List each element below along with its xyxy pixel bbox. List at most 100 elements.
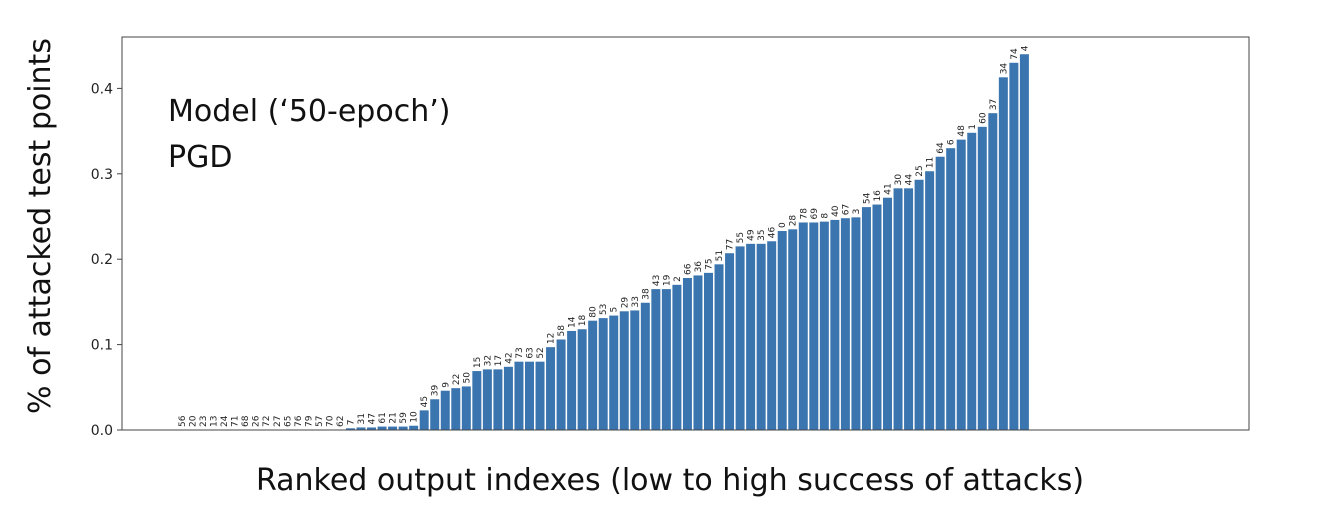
bar-label-49: 49 <box>747 229 757 241</box>
bar-label-52: 52 <box>536 347 546 358</box>
bar-63 <box>524 361 534 430</box>
bar-29 <box>619 311 629 430</box>
bar-30 <box>893 188 903 430</box>
bar-label-36: 36 <box>694 261 704 273</box>
bar-label-25: 25 <box>915 165 925 176</box>
bar-label-39: 39 <box>431 385 441 397</box>
bar-label-77: 77 <box>726 239 736 250</box>
bar-label-37: 37 <box>989 99 999 110</box>
y-axis: 0.0 0.1 0.2 0.3 0.4 <box>91 81 122 439</box>
bar-12 <box>546 347 556 430</box>
bar-34 <box>998 77 1008 431</box>
bar-42 <box>503 366 513 430</box>
bar-label-20: 20 <box>189 415 199 427</box>
bar-22 <box>451 388 461 430</box>
bar-label-5: 5 <box>610 307 620 313</box>
bar-label-38: 38 <box>641 288 651 300</box>
bar-39 <box>430 399 440 430</box>
bar-label-67: 67 <box>841 204 851 215</box>
bar-17 <box>493 369 503 430</box>
bar-label-58: 58 <box>557 325 567 337</box>
bar-label-13: 13 <box>210 416 220 427</box>
bar-label-26: 26 <box>252 415 262 427</box>
bar-50 <box>461 386 471 430</box>
bar-label-7: 7 <box>346 420 356 426</box>
bar-label-34: 34 <box>999 63 1009 75</box>
bar-label-10: 10 <box>410 411 420 423</box>
bar-label-41: 41 <box>884 183 894 194</box>
bar-59 <box>398 426 408 430</box>
bar-28 <box>788 229 798 430</box>
bar-45 <box>419 410 429 430</box>
bar-label-18: 18 <box>578 315 588 327</box>
bar-8 <box>819 221 829 430</box>
bar-69 <box>809 222 819 430</box>
bar-label-42: 42 <box>504 352 514 363</box>
bar-label-72: 72 <box>262 416 272 427</box>
bar-1 <box>967 132 977 430</box>
bar-label-78: 78 <box>799 208 809 220</box>
bar-label-2: 2 <box>673 276 683 282</box>
bar-4 <box>1019 54 1029 431</box>
bar-51 <box>714 264 724 430</box>
bar-label-27: 27 <box>273 416 283 427</box>
bar-label-51: 51 <box>715 250 725 261</box>
bar-74 <box>1009 62 1019 430</box>
bar-58 <box>556 339 566 430</box>
bar-label-63: 63 <box>525 347 535 358</box>
bar-7 <box>345 428 355 430</box>
bar-label-24: 24 <box>220 415 230 427</box>
bar-label-30: 30 <box>894 174 904 186</box>
bar-label-64: 64 <box>936 142 946 154</box>
bar-label-29: 29 <box>620 297 630 309</box>
bar-53 <box>598 318 608 430</box>
y-axis-label: % of attacked test points <box>23 38 58 414</box>
bar-label-61: 61 <box>378 412 388 423</box>
bar-label-54: 54 <box>862 192 872 204</box>
bar-label-4: 4 <box>1020 45 1030 51</box>
bar-18 <box>577 329 587 430</box>
bar-label-12: 12 <box>547 333 557 344</box>
bar-labels-group: 56 20 23 13 24 71 68 26 72 27 65 76 79 57 70 62 7 31 47 61 2… <box>178 45 1030 427</box>
bar-37 <box>988 113 998 431</box>
annotation-method: PGD <box>168 140 232 175</box>
bar-label-55: 55 <box>736 232 746 243</box>
bar-40 <box>830 219 840 430</box>
bar-label-73: 73 <box>515 347 525 358</box>
bar-66 <box>682 277 692 430</box>
bar-label-76: 76 <box>294 415 304 427</box>
bar-label-74: 74 <box>1010 48 1020 60</box>
bar-label-44: 44 <box>905 174 915 186</box>
bar-32 <box>482 369 492 430</box>
bar-38 <box>640 302 650 430</box>
y-tick-label: 0.2 <box>91 252 113 268</box>
bar-label-31: 31 <box>357 413 367 424</box>
bar-label-1: 1 <box>968 124 978 130</box>
bar-41 <box>883 197 893 430</box>
bar-47 <box>367 427 377 430</box>
bar-label-70: 70 <box>325 415 335 427</box>
bar-label-45: 45 <box>420 396 430 407</box>
bar-2 <box>672 284 682 430</box>
bars-group <box>345 54 1029 431</box>
bar-label-65: 65 <box>283 416 293 427</box>
y-tick-label: 0.3 <box>91 167 113 183</box>
bar-label-6: 6 <box>947 139 957 145</box>
bar-label-80: 80 <box>589 306 599 318</box>
bar-label-69: 69 <box>810 208 820 220</box>
annotation-model: Model (‘50-epoch’) <box>168 94 450 129</box>
bar-54 <box>861 207 871 430</box>
bar-label-48: 48 <box>957 125 967 137</box>
x-axis-label: Ranked output indexes (low to high succe… <box>256 463 1084 498</box>
bar-label-53: 53 <box>599 304 609 315</box>
bar-label-40: 40 <box>831 205 841 217</box>
bar-label-35: 35 <box>757 229 767 240</box>
bar-6 <box>946 148 956 430</box>
bar-19 <box>661 289 671 430</box>
bar-label-46: 46 <box>768 227 778 239</box>
bar-label-0: 0 <box>778 222 788 228</box>
bar-46 <box>767 241 777 430</box>
bar-43 <box>651 289 661 430</box>
bar-label-17: 17 <box>494 355 504 366</box>
